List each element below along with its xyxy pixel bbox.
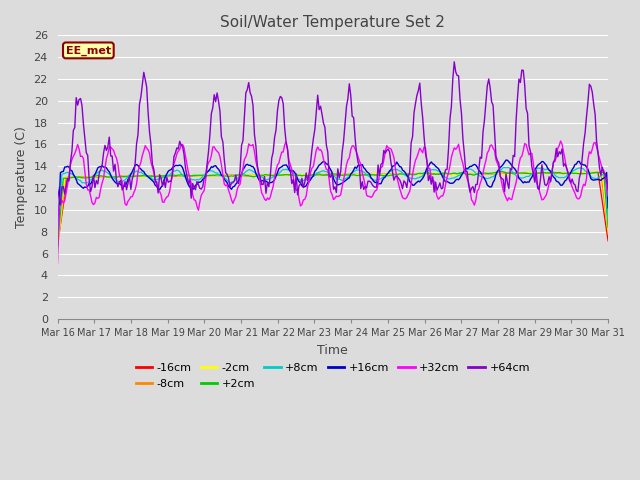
X-axis label: Time: Time [317, 344, 348, 357]
Title: Soil/Water Temperature Set 2: Soil/Water Temperature Set 2 [220, 15, 445, 30]
Legend: -16cm, -8cm, -2cm, +2cm, +8cm, +16cm, +32cm, +64cm: -16cm, -8cm, -2cm, +2cm, +8cm, +16cm, +3… [131, 359, 534, 393]
Y-axis label: Temperature (C): Temperature (C) [15, 126, 28, 228]
Text: EE_met: EE_met [66, 45, 111, 56]
